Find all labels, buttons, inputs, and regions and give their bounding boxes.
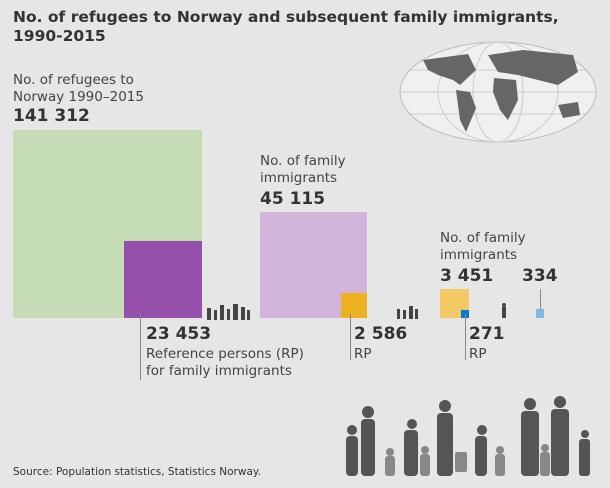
globe-icon xyxy=(399,41,597,143)
rp3-label: RP xyxy=(469,346,487,362)
chart-title: No. of refugees to Norway and subsequent… xyxy=(13,8,559,45)
person-small-icon xyxy=(502,303,506,318)
people-small-icon xyxy=(397,306,418,319)
refugees-value: 141 312 xyxy=(13,106,90,126)
family2-value: 3 451 xyxy=(440,266,494,286)
rp3-value: 271 xyxy=(469,324,505,344)
rp2-value: 2 586 xyxy=(354,324,408,344)
people-small-icon xyxy=(207,304,250,320)
refugee-silhouettes-icon xyxy=(346,396,590,476)
rp1-label: Reference persons (RP) for family immigr… xyxy=(146,346,304,379)
family1-value: 45 115 xyxy=(260,189,326,209)
family3-value: 334 xyxy=(522,266,558,286)
family2-label: No. of family immigrants xyxy=(440,230,526,263)
family3-square xyxy=(536,309,544,318)
refugees-label: No. of refugees to Norway 1990–2015 xyxy=(13,72,144,105)
source-note: Source: Population statistics, Statistic… xyxy=(13,466,261,478)
rp2-label: RP xyxy=(354,346,372,362)
rp1-value: 23 453 xyxy=(146,324,212,344)
family1-label: No. of family immigrants xyxy=(260,153,346,186)
rp-refugees-square xyxy=(124,241,202,318)
rp2-square xyxy=(341,293,367,318)
